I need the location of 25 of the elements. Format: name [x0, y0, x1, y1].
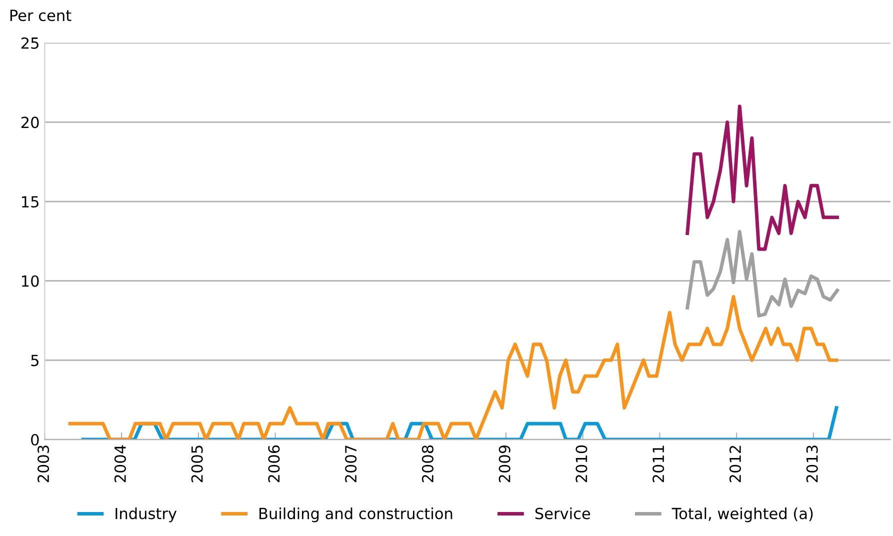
line-series [686, 230, 840, 318]
x-tick-label: 2012 [729, 446, 741, 482]
x-tick-label: 2005 [191, 446, 203, 482]
y-tick-label: 0 [31, 434, 39, 446]
x-tick-label: 2003 [38, 446, 50, 482]
y-tick-label: 20 [21, 116, 39, 128]
legend-label: Total, weighted (a) [672, 507, 813, 522]
y-axis-title: Per cent [10, 10, 72, 22]
y-tick-label: 25 [21, 37, 38, 49]
legend-label: Building and construction [259, 507, 452, 522]
x-tick-label: 2007 [345, 446, 357, 482]
y-tick-label: 5 [31, 354, 38, 366]
x-tick-label: 2008 [422, 445, 434, 482]
x-tick-label: 2004 [114, 445, 126, 482]
y-tick-label: 10 [22, 275, 39, 287]
x-tick-label: 2006 [268, 445, 280, 482]
line-series [68, 294, 838, 440]
x-tick-label: 2009 [498, 445, 510, 482]
legend-label: Service [535, 507, 590, 520]
x-tick-label: 2011 [652, 446, 664, 482]
y-tick-label: 15 [22, 196, 38, 208]
line-series [686, 104, 840, 251]
x-tick-label: 2010 [576, 445, 588, 482]
legend-label: Industry [116, 507, 177, 522]
x-tick-label: 2013 [806, 446, 818, 482]
